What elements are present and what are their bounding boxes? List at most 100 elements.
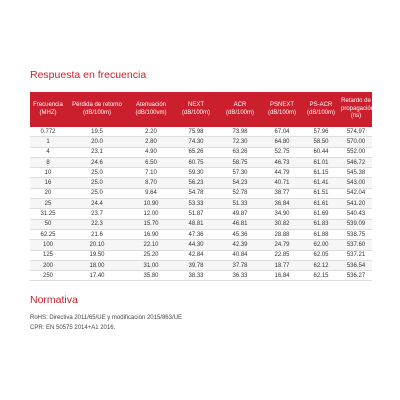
table-cell: 15.70 [128, 219, 174, 230]
table-cell: 61.88 [302, 229, 340, 241]
table-cell: 545.38 [340, 167, 372, 179]
table-cell: 16.84 [262, 270, 302, 282]
header-line: (ns) [350, 113, 362, 120]
table-cell: 42.39 [218, 239, 262, 251]
table-cell: 542.04 [340, 188, 372, 200]
table-cell: 4 [30, 147, 66, 158]
table-cell: 63.26 [218, 147, 262, 158]
table-cell: 61.83 [302, 219, 340, 230]
table-cell: 42.84 [174, 250, 218, 261]
table-cell: 19.5 [66, 127, 128, 138]
table-cell: 100 [30, 239, 66, 251]
header-cell: Atenuación (dB/100vm) [128, 92, 174, 127]
table-row: 16 25.0 8.70 56.23 54.23 40.71 61.41 543.00 [30, 177, 372, 189]
header-line: Pérdida de retorno [72, 102, 122, 108]
table-cell: 47.36 [174, 229, 218, 241]
table-cell: 34.90 [262, 208, 302, 220]
table-row: 125 19.50 25.20 42.84 40.84 22.85 62.05 537.21 [30, 250, 372, 261]
table-cell: 8.70 [128, 177, 174, 189]
table-cell: 250 [30, 270, 66, 282]
table-row: 31.25 23.7 12.00 51.87 49.87 34.90 61.69 540.43 [30, 208, 372, 220]
table-cell: 28.88 [262, 229, 302, 241]
header-cell: NEXT (dB/100m) [174, 92, 218, 127]
table-cell: 22.10 [128, 239, 174, 251]
table-cell: 20.10 [66, 239, 128, 251]
table-cell: 61.15 [302, 167, 340, 179]
table-cell: 24.79 [262, 239, 302, 251]
table-cell: 46.81 [218, 219, 262, 230]
table-cell: 35.80 [128, 270, 174, 282]
table-cell: 537.21 [340, 250, 372, 261]
header-line: Atenuación [135, 102, 167, 108]
table-cell: 18.77 [262, 260, 302, 272]
table-cell: 54.23 [218, 177, 262, 189]
table-row: 25 24.4 10.90 53.33 51.33 36.84 61.61 541.20 [30, 198, 372, 210]
table-cell: 19.50 [66, 250, 128, 261]
table-cell: 7.10 [128, 167, 174, 179]
table-cell: 56.23 [174, 177, 218, 189]
table-cell: 50 [30, 219, 66, 230]
table-cell: 57.30 [218, 167, 262, 179]
table-cell: 44.79 [262, 167, 302, 179]
header-row: Frecuencia (MHZ) Pérdida de retorno (dB/100… [30, 92, 375, 127]
table-cell: 31.00 [128, 260, 174, 272]
header-line: PSNEXT [269, 102, 294, 108]
table-cell: 25.0 [66, 167, 128, 179]
header-line: (dB/100m) [267, 109, 296, 116]
normativa-line: CPR: EN 50575 2014+A1 2016. [30, 325, 116, 331]
table-cell: 24.6 [66, 157, 128, 169]
table-cell: 38.77 [262, 188, 302, 200]
header-cell: ACR (dB/100m) [218, 92, 262, 127]
table-cell: 23.7 [66, 208, 128, 220]
normativa-line: RoHS: Directiva 2011/65/UE y modificació… [30, 315, 182, 321]
table-cell: 9.64 [128, 188, 174, 200]
table-cell: 44.30 [174, 239, 218, 251]
table-cell: 539.09 [340, 219, 372, 230]
table-cell: 537.60 [340, 239, 372, 251]
table-cell: 62.25 [30, 229, 66, 241]
table-cell: 60.75 [174, 157, 218, 169]
table-cell: 12.00 [128, 208, 174, 220]
frequency-table: Frecuencia (MHZ) Pérdida de retorno (dB/100… [30, 92, 375, 282]
table-cell: 65.26 [174, 147, 218, 158]
table-cell: 538.75 [340, 229, 372, 241]
table-cell: 51.87 [174, 208, 218, 220]
table-row: 4 23.1 4.90 65.26 63.26 52.75 60.44 552.00 [30, 147, 372, 158]
table-cell: 48.81 [174, 219, 218, 230]
table-cell: 25.0 [66, 188, 128, 200]
table-cell: 58.50 [302, 136, 340, 148]
table-cell: 62.12 [302, 260, 340, 272]
table-cell: 61.01 [302, 157, 340, 169]
header-cell: Frecuencia (MHZ) [30, 92, 66, 127]
header-line: Retardo de [341, 98, 371, 105]
header-cell: Retardo de propagación (ns) [340, 92, 375, 127]
header-line: (MHZ) [39, 109, 57, 116]
table-cell: 4.90 [128, 147, 174, 158]
normativa-title: Normativa [30, 294, 78, 306]
table-row: 1 20.0 2.80 74.30 72.30 64.80 58.50 570.00 [30, 136, 372, 148]
table-cell: 61.61 [302, 198, 340, 210]
table-cell: 536.54 [340, 260, 372, 272]
table-cell: 21.6 [66, 229, 128, 241]
table-cell: 16.90 [128, 229, 174, 241]
table-cell: 536.27 [340, 270, 372, 282]
header-line: ACR [233, 102, 247, 108]
table-cell: 2.80 [128, 136, 174, 148]
table-cell: 54.78 [174, 188, 218, 200]
table-cell: 36.33 [218, 270, 262, 282]
table-cell: 37.78 [218, 260, 262, 272]
table-cell: 38.33 [174, 270, 218, 282]
table-cell: 25.20 [128, 250, 174, 261]
table-cell: 52.75 [262, 147, 302, 158]
header-line: propagación [341, 105, 375, 112]
table-cell: 2.20 [128, 127, 174, 138]
table-cell: 22.85 [262, 250, 302, 261]
table-row: 62.25 21.6 16.90 47.36 45.36 28.88 61.88 538.75 [30, 229, 372, 241]
table-row: 0.772 19.5 2.20 75.98 73.98 67.04 57.96 574.97 [30, 127, 372, 138]
section-title: Respuesta en frecuencia [30, 69, 147, 81]
table-cell: 10 [30, 167, 66, 179]
table-cell: 24.4 [66, 198, 128, 210]
table-cell: 18.00 [66, 260, 128, 272]
table-cell: 16 [30, 177, 66, 189]
